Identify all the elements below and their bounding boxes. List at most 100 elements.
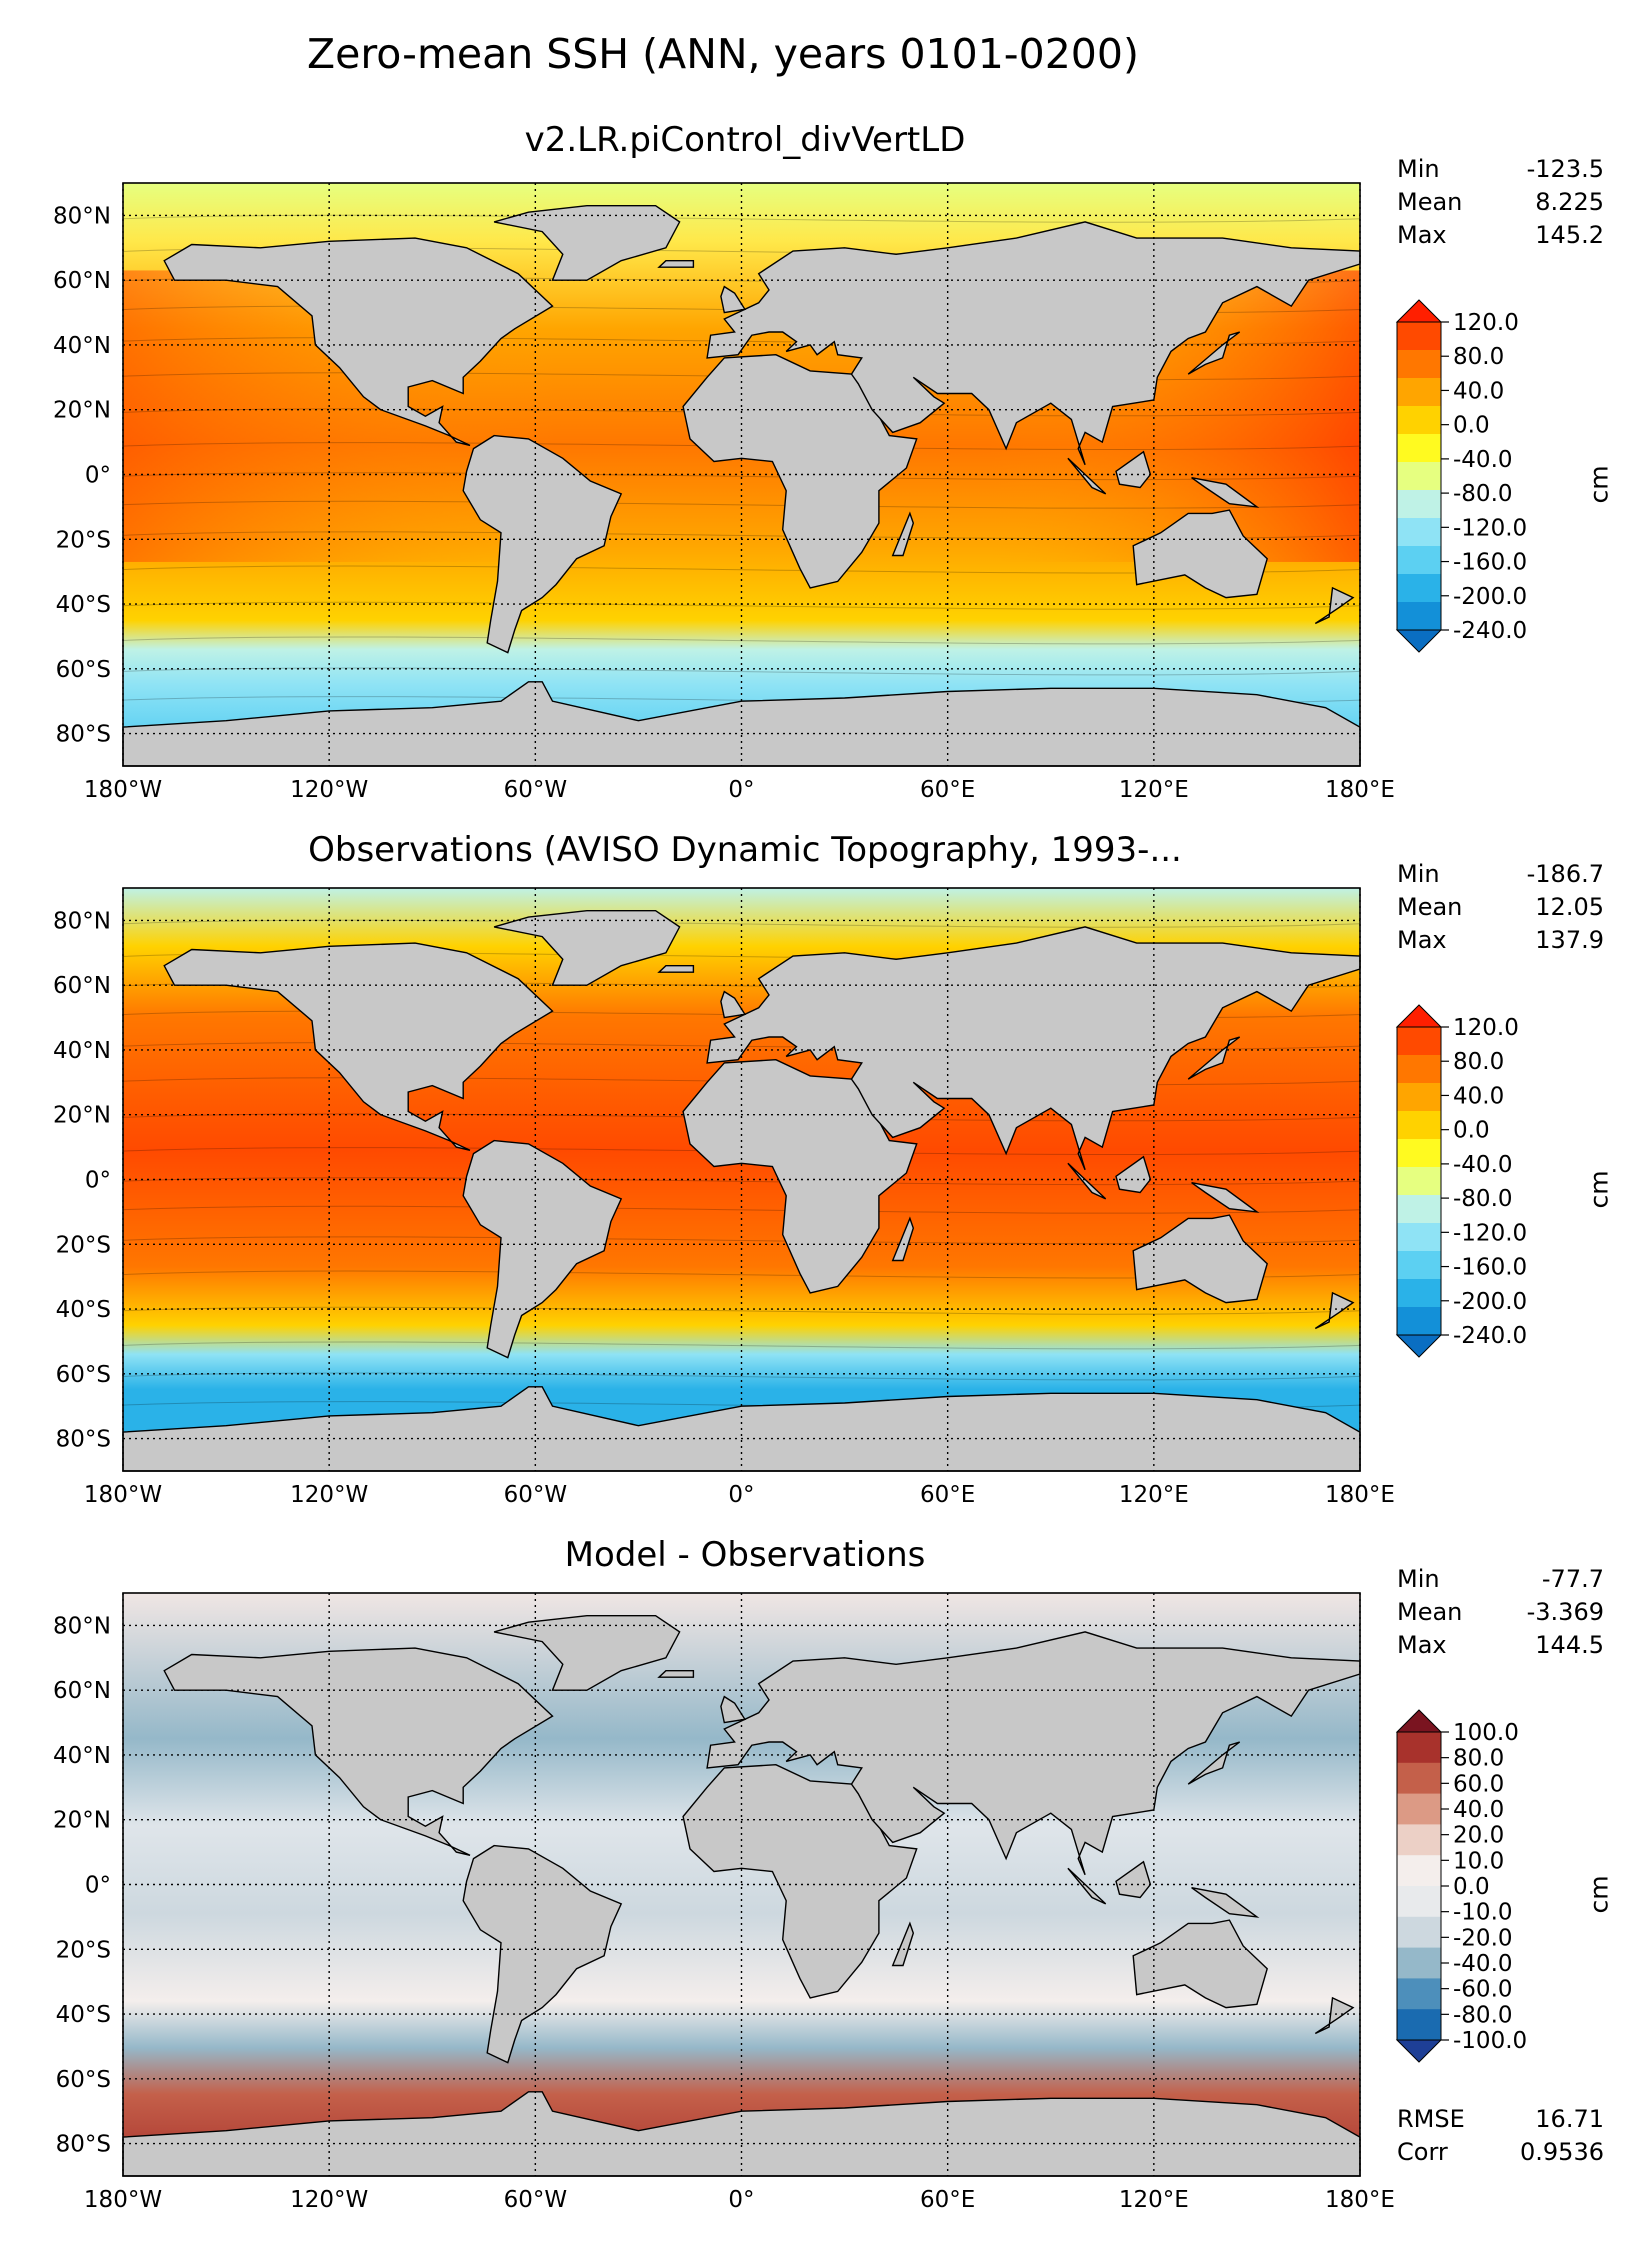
lat-tick-label: 80°N — [53, 203, 111, 229]
panel-3-error-stats: RMSE 16.71 Corr 0.9536 — [1397, 2103, 1604, 2169]
stat-label: Mean — [1397, 188, 1463, 216]
stat-value: 16.71 — [1535, 2105, 1604, 2133]
colorbar-extend-min — [1395, 1334, 1443, 1358]
contour-line — [122, 601, 1361, 610]
stat-value: 12.05 — [1535, 893, 1604, 921]
map-frame — [122, 1592, 1361, 2177]
colorbar-tick-label: 40.0 — [1453, 1797, 1504, 1823]
lat-tick-label: 60°S — [56, 657, 111, 683]
colorbar-swatch — [1397, 350, 1441, 379]
colorbar-tick-label: 40.0 — [1453, 378, 1504, 404]
lat-tick-label: 80°S — [56, 722, 111, 748]
land-northAmerica — [163, 942, 554, 1151]
colorbar-extend-max — [1395, 299, 1443, 323]
lat-tick-label: 60°N — [53, 268, 111, 294]
colorbar-swatch — [1397, 1055, 1441, 1084]
contour-line — [122, 1205, 1361, 1214]
stat-label: RMSE — [1397, 2105, 1465, 2133]
panel-1-title: v2.LR.piControl_divVertLD — [524, 120, 966, 160]
colorbar-tick-label: -40.0 — [1453, 1951, 1513, 1977]
colorbar-tick-label: 80.0 — [1453, 344, 1504, 370]
panel-3-title: Model - Observations — [564, 1535, 926, 1575]
lon-tick-label: 60°E — [920, 1482, 975, 1508]
land-australia — [1132, 1214, 1268, 1304]
contour-line — [122, 1341, 1361, 1350]
lon-tick-label: 0° — [728, 2187, 754, 2213]
colorbar-tick-label: 0.0 — [1453, 413, 1490, 439]
colorbar-swatch — [1397, 434, 1441, 463]
colorbar-swatch — [1397, 546, 1441, 575]
land-borneo — [1115, 450, 1152, 489]
contour-line — [122, 500, 1361, 509]
panel-2-stats: Min -186.7 Mean 12.05 Max 137.9 — [1397, 858, 1604, 957]
colorbar-tick-label: -240.0 — [1453, 618, 1527, 644]
colorbar-swatch — [1397, 2009, 1441, 2041]
lat-tick-label: 40°N — [53, 1743, 111, 1769]
colorbar-tick-label: 80.0 — [1453, 1746, 1504, 1772]
land-madagascar — [891, 511, 915, 557]
lon-tick-label: 120°E — [1119, 777, 1189, 803]
lat-tick-label: 40°N — [53, 1038, 111, 1064]
lat-tick-label: 60°S — [56, 2067, 111, 2093]
land-northAmerica — [163, 237, 554, 447]
stat-value: 145.2 — [1535, 221, 1604, 249]
land-borneo — [1115, 1155, 1152, 1194]
colorbar-tick-label: 80.0 — [1453, 1049, 1504, 1075]
land-madagascar — [891, 1216, 915, 1262]
stat-label: Max — [1397, 221, 1447, 249]
colorbar-swatch — [1397, 1195, 1441, 1224]
lat-tick-label: 80°N — [53, 908, 111, 934]
land-madagascar — [891, 1921, 915, 1967]
colorbar-frame — [1396, 321, 1442, 631]
colorbar-swatch — [1397, 518, 1441, 547]
colorbar-extend-max — [1395, 1004, 1443, 1028]
lat-tick-label: 60°N — [53, 1678, 111, 1704]
land-newZealand — [1314, 1291, 1355, 1330]
lat-tick-label: 0° — [85, 463, 111, 489]
land-eurasia — [706, 1631, 1361, 1876]
land-newGuinea — [1191, 1887, 1260, 1918]
colorbar-swatch — [1397, 1824, 1441, 1856]
colorbar-swatch — [1397, 574, 1441, 603]
panel-2-title: Observations (AVISO Dynamic Topography, … — [308, 830, 1182, 870]
lat-tick-label: 20°S — [56, 1232, 111, 1258]
lat-tick-label: 20°S — [56, 527, 111, 553]
colorbar-tick-label: 100.0 — [1453, 1720, 1519, 1746]
colorbar-1: 120.0 80.0 40.0 0.0 -40.0 -80.0 -120.0 -160.0 -2… — [1395, 299, 1527, 653]
colorbar-tick-label: 0.0 — [1453, 1874, 1490, 1900]
colorbar-swatch — [1397, 1083, 1441, 1112]
lat-tick-label: 80°N — [53, 1613, 111, 1639]
panel-3-stats: Min -77.7 Mean -3.369 Max 144.5 — [1397, 1563, 1604, 1662]
land-iceland — [657, 965, 695, 973]
land-australia — [1132, 509, 1268, 599]
lon-tick-label: 180°E — [1325, 777, 1395, 803]
lon-tick-label: 120°W — [290, 1482, 368, 1508]
land-sumatra — [1067, 1162, 1107, 1200]
lon-tick-label: 180°E — [1325, 1482, 1395, 1508]
colorbar-swatch — [1397, 602, 1441, 631]
colorbar-tick-label: 120.0 — [1453, 310, 1519, 336]
colorbar-tick-label: -120.0 — [1453, 515, 1527, 541]
lat-tick-label: 0° — [85, 1873, 111, 1899]
colorbar-swatch — [1397, 1978, 1441, 2010]
map-panel-1: 180°W 120°W 60°W 0° 60°E 120°E 180°E 80°N 60°N 40… — [53, 182, 1395, 803]
colorbar-swatch — [1397, 1139, 1441, 1168]
colorbar-swatch — [1397, 1307, 1441, 1336]
land-newZealand — [1314, 1996, 1355, 2035]
lon-tick-label: 60°E — [920, 2187, 975, 2213]
map-frame — [122, 182, 1361, 767]
land-eurasia — [706, 926, 1361, 1171]
lon-tick-label: 180°W — [84, 1482, 162, 1508]
colorbar-swatch — [1397, 1947, 1441, 1979]
stat-label: Corr — [1397, 2138, 1448, 2166]
colorbar-tick-label: -80.0 — [1453, 2002, 1513, 2028]
stat-value: 137.9 — [1535, 926, 1604, 954]
colorbar-swatch — [1397, 1027, 1441, 1056]
land-sumatra — [1067, 457, 1107, 495]
stat-value: -186.7 — [1526, 860, 1604, 888]
colorbar-tick-label: -40.0 — [1453, 447, 1513, 473]
colorbar-swatch — [1397, 1793, 1441, 1825]
lat-tick-label: 60°N — [53, 973, 111, 999]
figure-title: Zero-mean SSH (ANN, years 0101-0200) — [307, 30, 1139, 78]
